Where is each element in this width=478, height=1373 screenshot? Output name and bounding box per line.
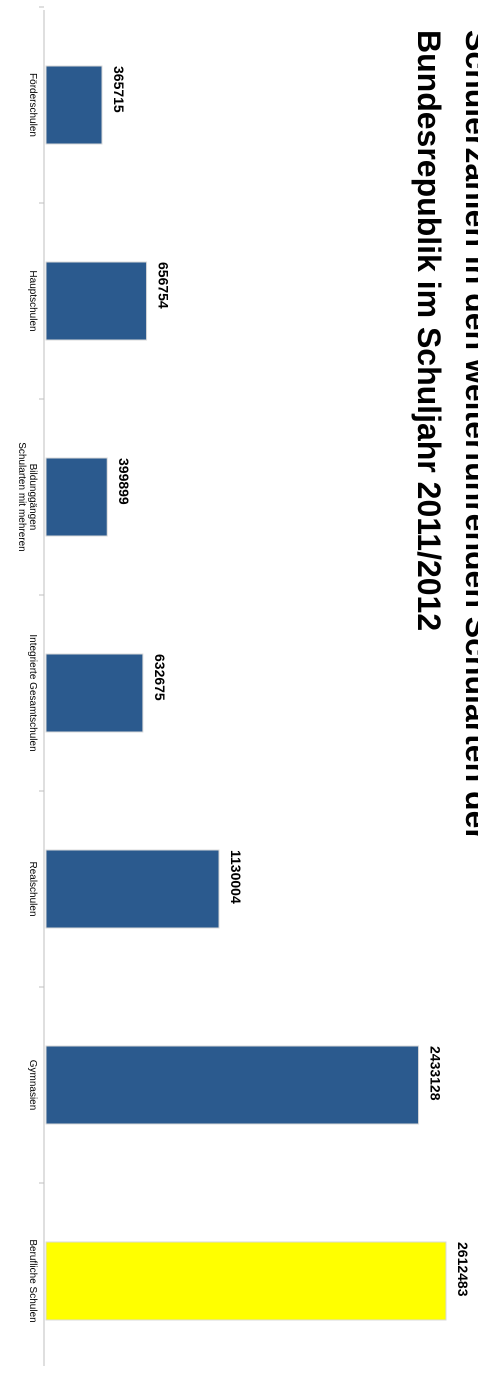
category-labels: Förderschulen Hauptschulen Schularten mit … [16, 73, 38, 1323]
data-label: 2433128 [428, 1046, 444, 1101]
category-label: Integrierte Gesamtschulen [27, 634, 38, 751]
category-label: Gymnasien [27, 1060, 38, 1111]
category-label: Hauptschulen [27, 270, 38, 331]
bar [45, 457, 108, 537]
data-label: 399899 [116, 458, 132, 505]
chart-title-line-1: Schülerzahlen in den weiterführenden Sch… [459, 30, 478, 841]
bar [45, 1045, 420, 1125]
data-label: 656754 [156, 262, 172, 309]
bar-series [45, 65, 447, 1321]
data-label: 2612483 [455, 1242, 471, 1297]
category-label: Berufliche Schulen [27, 1239, 38, 1322]
bar [45, 65, 103, 145]
data-label: 1130004 [228, 850, 244, 904]
value-labels: 365715 656754 399899 632675 1130004 2433128 26… [111, 66, 471, 1297]
bar [45, 653, 144, 733]
category-label: Schularten mit mehreren [16, 442, 27, 552]
data-label: 365715 [111, 66, 127, 113]
chart-title: Schülerzahlen in den weiterführenden Sch… [411, 30, 478, 841]
category-label: Realschulen [27, 861, 38, 916]
category-label: Förderschulen [27, 73, 38, 137]
bar [45, 849, 220, 929]
bar [45, 261, 148, 341]
data-label: 632675 [152, 654, 168, 701]
category-label: Bildunggängen [27, 464, 38, 531]
bar [45, 1241, 447, 1321]
category-axis-ticks [39, 6, 44, 1184]
chart-title-line-2: Bundesrepublik im Schuljahr 2011/2012 [411, 30, 447, 631]
